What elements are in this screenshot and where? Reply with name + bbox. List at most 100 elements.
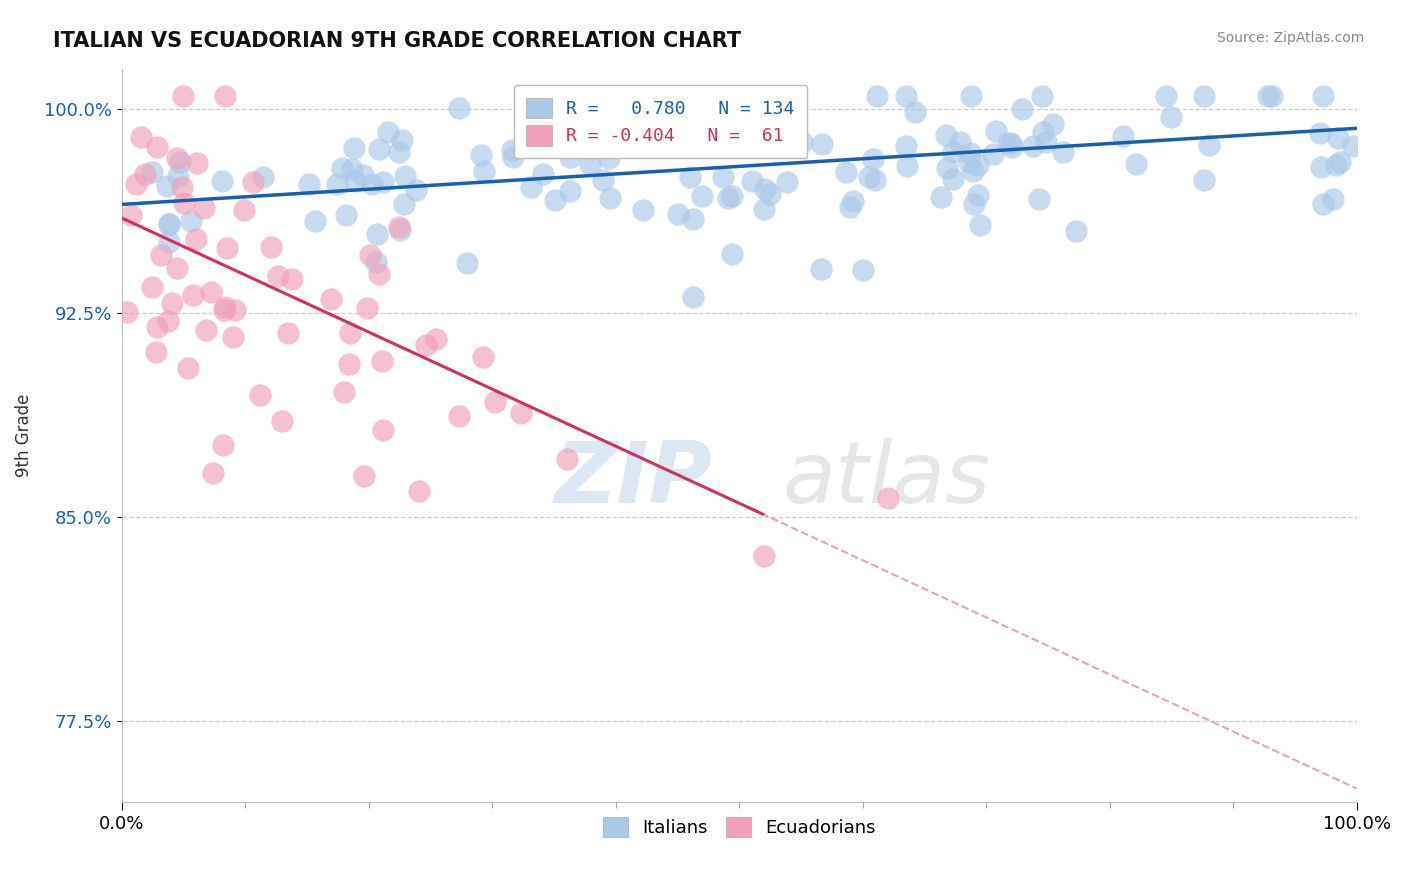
- Point: [212, 303, 235, 318]
- Point: [330, 161, 353, 175]
- Point: [166, 152, 188, 166]
- Point: [415, 338, 437, 352]
- Point: [759, 186, 782, 201]
- Point: [221, 330, 243, 344]
- Point: [1343, 139, 1365, 153]
- Point: [145, 345, 167, 359]
- Point: [929, 190, 952, 204]
- Point: [741, 174, 763, 188]
- Point: [1160, 110, 1182, 124]
- Point: [157, 217, 180, 231]
- Point: [986, 124, 1008, 138]
- Point: [548, 130, 571, 145]
- Point: [558, 150, 581, 164]
- Point: [682, 290, 704, 304]
- Point: [180, 214, 202, 228]
- Point: [858, 170, 880, 185]
- Point: [983, 146, 1005, 161]
- Point: [484, 394, 506, 409]
- Point: [839, 200, 862, 214]
- Point: [894, 139, 917, 153]
- Point: [281, 272, 304, 286]
- Point: [202, 466, 225, 480]
- Point: [598, 151, 620, 165]
- Point: [903, 104, 925, 119]
- Point: [359, 248, 381, 262]
- Point: [176, 361, 198, 376]
- Point: [343, 174, 366, 188]
- Point: [752, 202, 775, 217]
- Point: [242, 175, 264, 189]
- Point: [356, 301, 378, 316]
- Point: [408, 484, 430, 499]
- Point: [377, 125, 399, 139]
- Point: [335, 208, 357, 222]
- Point: [181, 288, 204, 302]
- Point: [894, 88, 917, 103]
- Point: [866, 88, 889, 103]
- Point: [966, 188, 988, 202]
- Point: [631, 202, 654, 217]
- Point: [969, 218, 991, 232]
- Point: [531, 168, 554, 182]
- Point: [852, 263, 875, 277]
- Point: [962, 163, 984, 178]
- Point: [957, 155, 980, 169]
- Point: [389, 223, 412, 237]
- Point: [1001, 140, 1024, 154]
- Point: [134, 167, 156, 181]
- Point: [388, 145, 411, 160]
- Point: [456, 256, 478, 270]
- Point: [1154, 88, 1177, 103]
- Point: [721, 247, 744, 261]
- Point: [949, 136, 972, 150]
- Point: [711, 170, 734, 185]
- Legend: Italians, Ecuadorians: Italians, Ecuadorians: [596, 809, 883, 845]
- Point: [326, 177, 349, 191]
- Point: [662, 124, 685, 138]
- Point: [1198, 138, 1220, 153]
- Point: [579, 142, 602, 156]
- Point: [405, 183, 427, 197]
- Point: [520, 180, 543, 194]
- Point: [959, 146, 981, 161]
- Point: [754, 182, 776, 196]
- Point: [717, 191, 740, 205]
- Point: [373, 176, 395, 190]
- Point: [186, 156, 208, 170]
- Point: [501, 143, 523, 157]
- Point: [617, 140, 640, 154]
- Text: Source: ZipAtlas.com: Source: ZipAtlas.com: [1216, 31, 1364, 45]
- Point: [1028, 192, 1050, 206]
- Point: [863, 173, 886, 187]
- Point: [214, 88, 236, 103]
- Point: [1322, 192, 1344, 206]
- Point: [810, 261, 832, 276]
- Point: [790, 135, 813, 149]
- Y-axis label: 9th Grade: 9th Grade: [15, 393, 32, 477]
- Point: [1052, 145, 1074, 160]
- Point: [166, 260, 188, 275]
- Point: [1064, 224, 1087, 238]
- Point: [249, 387, 271, 401]
- Point: [728, 103, 751, 117]
- Point: [682, 111, 704, 125]
- Point: [1257, 88, 1279, 103]
- Point: [156, 178, 179, 193]
- Point: [129, 129, 152, 144]
- Point: [319, 292, 342, 306]
- Point: [447, 409, 470, 424]
- Point: [1329, 155, 1351, 169]
- Point: [782, 131, 804, 145]
- Point: [470, 148, 492, 162]
- Point: [1309, 126, 1331, 140]
- Point: [193, 201, 215, 215]
- Point: [361, 177, 384, 191]
- Point: [1031, 88, 1053, 103]
- Point: [1042, 117, 1064, 131]
- Point: [214, 300, 236, 314]
- Point: [260, 240, 283, 254]
- Point: [352, 169, 374, 183]
- Point: [1125, 157, 1147, 171]
- Point: [768, 109, 790, 123]
